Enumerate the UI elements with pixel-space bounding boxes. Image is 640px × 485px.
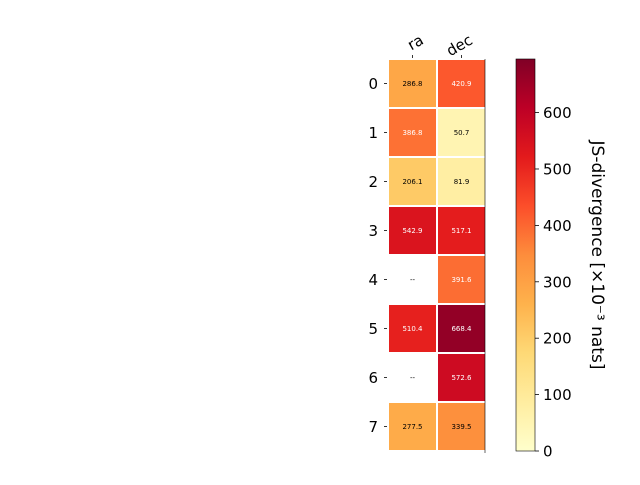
cell-value-label: 420.9 — [451, 80, 471, 88]
cell-value-label: 339.5 — [451, 423, 471, 431]
column-label: ra — [404, 31, 426, 54]
cell-value-label: 386.8 — [402, 129, 422, 137]
cell-value-label: 206.1 — [402, 178, 422, 186]
row-label: 3 — [368, 222, 378, 240]
colorbar: 0 100 200 300 400 500 600 JS-divergence [×10⁻³ … — [515, 58, 607, 461]
row-labels: 0 1 2 3 4 5 6 7 — [368, 75, 387, 436]
colorbar-tick-label: 300 — [543, 273, 572, 291]
row-label: 4 — [368, 271, 378, 289]
heatmap-cell — [438, 207, 485, 254]
cell-value-label: 542.9 — [402, 227, 422, 235]
row-label: 5 — [368, 320, 378, 338]
row-label: 6 — [368, 369, 378, 387]
heatmap-cells: 286.8 420.9 386.8 50.7 206.1 81.9 542.9 517.1 --… — [389, 59, 486, 453]
cell-missing-label: -- — [410, 374, 416, 382]
row-label: 2 — [368, 173, 378, 191]
cell-value-label: 50.7 — [454, 129, 470, 137]
colorbar-gradient — [515, 58, 536, 452]
heatmap-cell — [438, 354, 485, 401]
cell-value-label: 510.4 — [402, 325, 423, 333]
heatmap-cell — [438, 305, 485, 352]
heatmap-cell — [389, 403, 436, 450]
colorbar-label: JS-divergence [×10⁻³ nats] — [587, 140, 607, 370]
heatmap-cell — [438, 403, 485, 450]
row-label: 0 — [368, 75, 378, 93]
heatmap-cell — [389, 60, 436, 107]
cell-value-label: 286.8 — [402, 80, 422, 88]
colorbar-tick-label: 0 — [543, 443, 553, 461]
colorbar-tick-label: 400 — [543, 217, 572, 235]
column-labels: ra dec — [404, 31, 475, 60]
colorbar-tick-label: 600 — [543, 104, 572, 122]
heatmap-cell — [438, 109, 485, 156]
cell-value-label: 572.6 — [451, 374, 472, 382]
colorbar-tick-label: 200 — [543, 330, 572, 348]
heatmap-cell — [438, 60, 485, 107]
cell-value-label: 391.6 — [451, 276, 472, 284]
cell-value-label: 81.9 — [454, 178, 470, 186]
column-label: dec — [443, 31, 475, 60]
heatmap-cell — [389, 305, 436, 352]
cell-value-label: 668.4 — [451, 325, 472, 333]
cell-value-label: 517.1 — [451, 227, 471, 235]
heatmap-cell — [389, 109, 436, 156]
colorbar-tick-label: 500 — [543, 160, 572, 178]
heatmap-cell — [438, 158, 485, 205]
row-label: 7 — [368, 418, 378, 436]
cell-value-label: 277.5 — [402, 423, 422, 431]
heatmap-cell — [438, 256, 485, 303]
colorbar-tick-label: 100 — [543, 386, 572, 404]
heatmap-cell — [389, 207, 436, 254]
heatmap-cell — [389, 158, 436, 205]
row-label: 1 — [368, 124, 378, 142]
cell-missing-label: -- — [410, 276, 416, 284]
